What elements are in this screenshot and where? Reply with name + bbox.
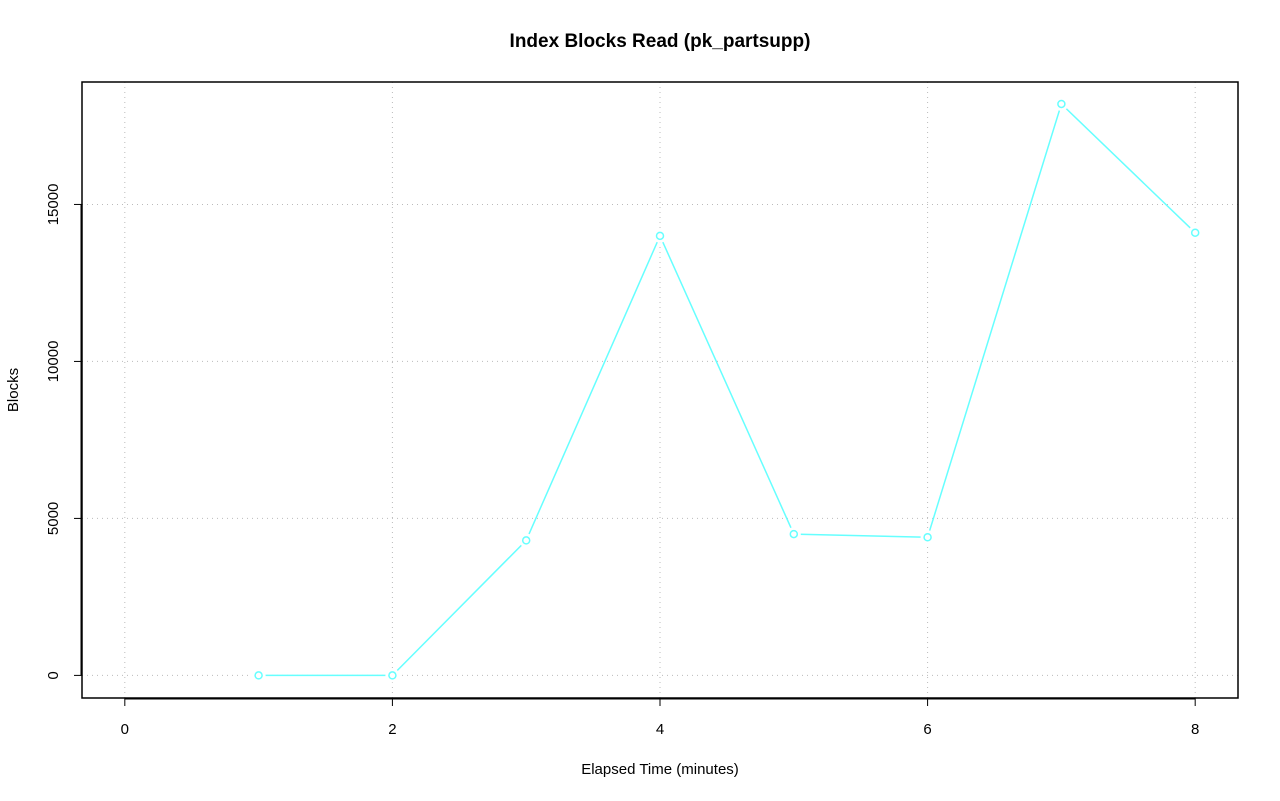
y-axis-label: Blocks: [5, 368, 22, 412]
data-point: [789, 529, 799, 539]
data-point: [923, 532, 932, 542]
data-point: [655, 231, 665, 241]
chart-title: Index Blocks Read (pk_partsupp): [510, 31, 811, 52]
x-tick-label: 6: [923, 721, 931, 738]
x-axis-label: Elapsed Time (minutes): [581, 761, 739, 778]
x-tick-label: 4: [656, 721, 664, 738]
y-tick-label: 15000: [45, 184, 62, 226]
data-point: [254, 671, 263, 680]
y-tick-label: 5000: [45, 502, 62, 535]
data-point: [1190, 228, 1200, 237]
data-line: [258, 102, 1196, 677]
plot-frame: [81, 81, 1239, 699]
y-tick-label: 0: [45, 671, 62, 679]
x-tick-label: 8: [1191, 721, 1199, 738]
data-point: [1057, 99, 1066, 109]
y-tick-label: 10000: [45, 341, 62, 383]
data-point: [388, 671, 397, 680]
x-tick-label: 2: [388, 721, 396, 738]
data-point: [521, 536, 531, 545]
x-tick-label: 0: [121, 721, 129, 738]
